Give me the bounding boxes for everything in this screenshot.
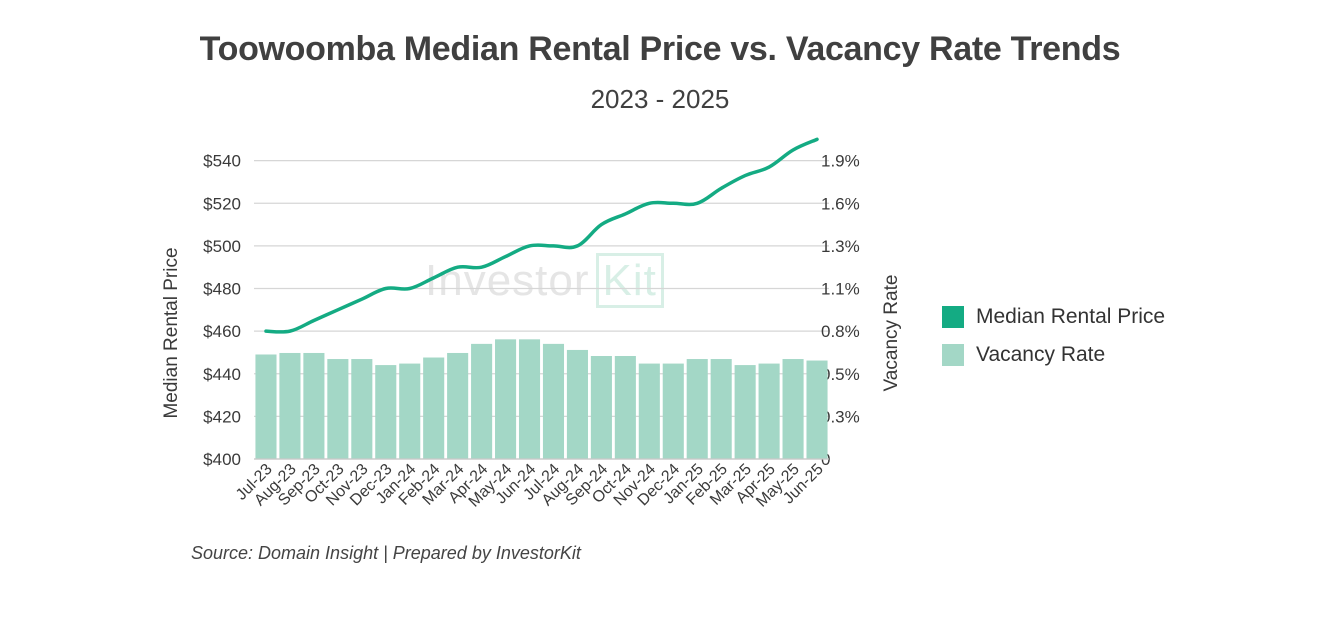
y2-axis-title: Vacancy Rate	[881, 275, 902, 392]
vacancy-bar	[542, 343, 565, 459]
vacancy-bar	[782, 359, 804, 459]
vacancy-bar	[303, 352, 325, 459]
vacancy-bar	[399, 363, 421, 459]
vacancy-bar	[351, 359, 373, 459]
left-tick-label: $420	[203, 407, 241, 426]
legend-swatch-price	[942, 306, 964, 328]
y-axis-title: Median Rental Price	[161, 247, 182, 418]
vacancy-bar	[614, 356, 636, 459]
right-tick-label: 1.1%	[821, 280, 860, 299]
legend: Median Rental Price Vacancy Rate	[942, 298, 1165, 374]
vacancy-bar	[566, 349, 588, 459]
left-tick-label: $440	[203, 365, 241, 384]
vacancy-bar	[423, 357, 445, 459]
price-line	[264, 137, 819, 334]
investorkit-watermark: Investor Kit	[425, 253, 664, 308]
chart-subtitle: 2023 - 2025	[590, 84, 730, 114]
left-tick-label: $480	[203, 280, 241, 299]
legend-label-price: Median Rental Price	[976, 305, 1166, 328]
legend-swatch-vacancy	[942, 344, 964, 366]
vacancy-bar	[327, 359, 349, 459]
right-tick-label: 0.8%	[821, 322, 860, 341]
vacancy-bar	[375, 365, 397, 459]
legend-label-vacancy: Vacancy Rate	[976, 343, 1106, 366]
vacancy-bar	[471, 343, 493, 459]
vacancy-bar	[806, 360, 828, 459]
left-tick-label: $460	[203, 322, 241, 341]
right-tick-label: 0.5%	[821, 365, 860, 384]
vacancy-bar	[662, 363, 684, 459]
vacancy-bar	[279, 352, 301, 459]
right-tick-label: 1.6%	[821, 194, 860, 213]
vacancy-bar	[710, 359, 732, 459]
left-tick-label: $520	[203, 194, 241, 213]
legend-item-price[interactable]: Median Rental Price	[942, 298, 1165, 336]
watermark-kit: Kit	[595, 253, 664, 308]
vacancy-bar	[447, 352, 469, 459]
vacancy-bar	[758, 363, 780, 459]
vacancy-bar	[590, 356, 612, 459]
legend-item-vacancy[interactable]: Vacancy Rate	[942, 336, 1165, 374]
watermark-text: Investor	[425, 256, 590, 305]
right-tick-label: 0.3%	[821, 407, 860, 426]
source-note: Source: Domain Insight | Prepared by Inv…	[191, 543, 581, 563]
left-tick-label: $500	[203, 237, 241, 256]
vacancy-bar	[255, 354, 277, 459]
vacancy-bar	[518, 339, 541, 459]
chart-title: Toowoomba Median Rental Price vs. Vacanc…	[199, 30, 1121, 68]
right-tick-label: 1.3%	[821, 237, 860, 256]
right-tick-label: 1.9%	[821, 152, 860, 171]
vacancy-bar	[686, 359, 708, 459]
vacancy-bar	[638, 363, 660, 459]
left-tick-label: $540	[203, 152, 241, 171]
left-tick-label: $400	[203, 450, 241, 469]
vacancy-bar	[734, 365, 756, 459]
vacancy-bar	[495, 339, 517, 459]
